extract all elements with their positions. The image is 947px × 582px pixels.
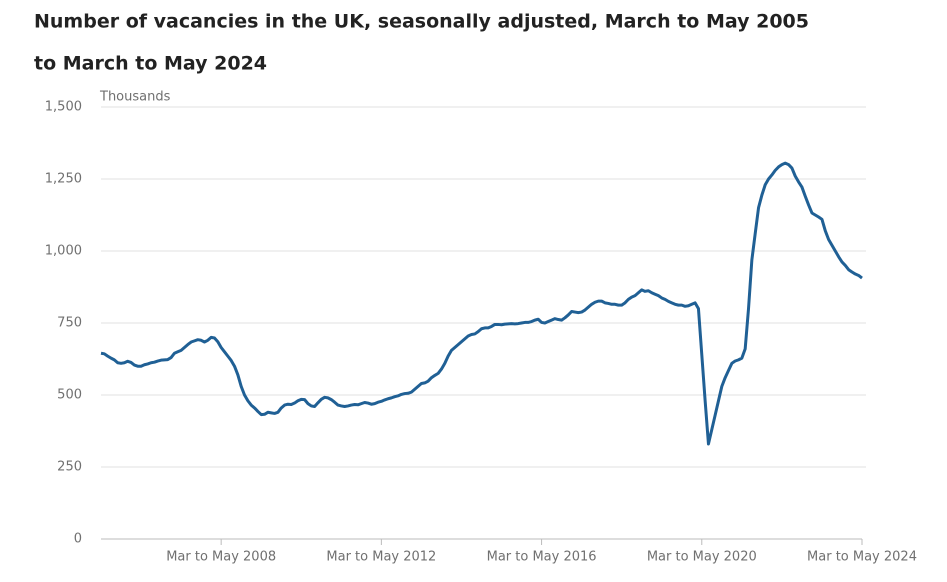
chart-title: to March to May 2024 <box>34 53 267 75</box>
y-tick-label: 750 <box>57 316 82 331</box>
y-tick-label: 1,000 <box>45 244 82 259</box>
y-tick-label: 0 <box>74 532 82 547</box>
data-line <box>100 161 863 446</box>
x-tick-label: Mar to May 2016 <box>487 550 597 565</box>
y-tick-label: 1,500 <box>45 100 82 115</box>
y-axis-label: Thousands <box>99 90 171 105</box>
x-tick-label: Mar to May 2024 <box>807 550 917 565</box>
y-tick-label: 500 <box>57 388 82 403</box>
chart-title: Number of vacancies in the UK, seasonall… <box>34 11 809 33</box>
x-tick-label: Mar to May 2020 <box>647 550 757 565</box>
x-tick-label: Mar to May 2012 <box>326 550 436 565</box>
x-tick-label: Mar to May 2008 <box>166 550 276 565</box>
y-tick-label: 250 <box>57 460 82 475</box>
y-tick-label: 1,250 <box>45 172 82 187</box>
